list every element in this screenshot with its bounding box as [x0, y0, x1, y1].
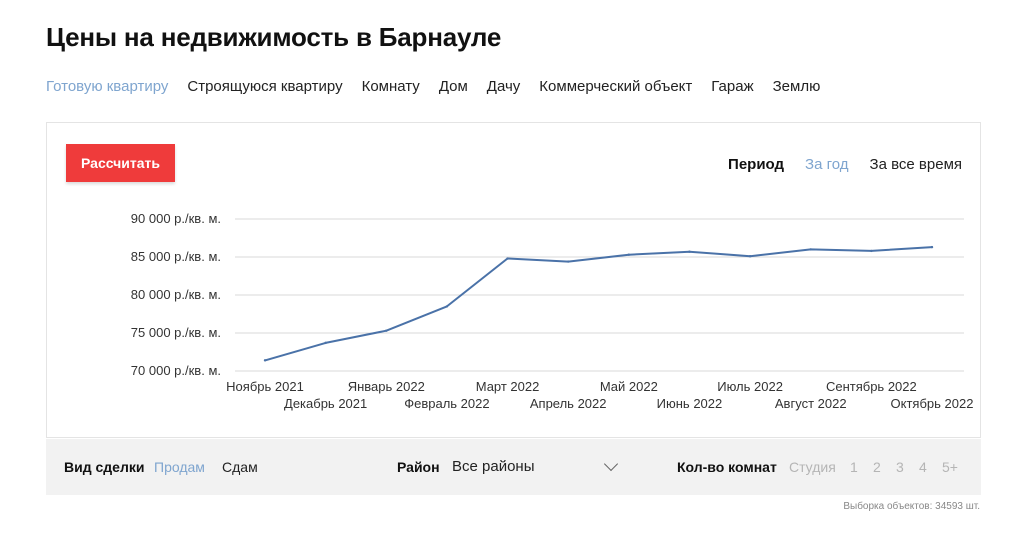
y-tick-label: 75 000 р./кв. м. [131, 325, 221, 340]
tab-room[interactable]: Комнату [361, 78, 420, 95]
y-tick-label: 90 000 р./кв. м. [131, 211, 221, 226]
x-tick-label: Июнь 2022 [657, 396, 723, 411]
x-tick-label: Октябрь 2022 [891, 396, 974, 411]
tab-dacha[interactable]: Дачу [486, 78, 521, 95]
x-tick-label: Январь 2022 [348, 379, 425, 394]
x-tick-label: Ноябрь 2021 [226, 379, 304, 394]
data-point [688, 250, 691, 253]
rooms-option-3[interactable]: 3 [896, 459, 904, 475]
period-option-all-time[interactable]: За все время [869, 156, 962, 173]
page-title: Цены на недвижимость в Барнауле [46, 22, 502, 52]
tab-land[interactable]: Землю [772, 78, 821, 95]
sample-count: Выборка объектов: 34593 шт. [843, 501, 980, 512]
tab-commercial[interactable]: Коммерческий объект [539, 78, 693, 95]
data-point [445, 305, 449, 308]
deal-option-rent[interactable]: Сдам [222, 459, 258, 475]
data-point [627, 253, 631, 256]
filters-bar: Вид сделки Продам Сдам Район Все районы … [46, 439, 981, 495]
y-tick-label: 70 000 р./кв. м. [131, 363, 221, 378]
rooms-option-1[interactable]: 1 [850, 459, 858, 475]
data-point [809, 248, 812, 251]
rooms-option-studio[interactable]: Студия [789, 459, 836, 475]
deal-type-label: Вид сделки [64, 459, 145, 475]
rooms-label: Кол-во комнат [677, 459, 777, 475]
data-point [263, 359, 267, 362]
x-tick-label: Апрель 2022 [530, 396, 607, 411]
data-point [566, 260, 570, 263]
x-tick-label: Август 2022 [775, 396, 847, 411]
period-option-year[interactable]: За год [805, 156, 849, 173]
period-label: Период [728, 156, 785, 173]
x-tick-label: Июль 2022 [717, 379, 783, 394]
deal-option-sell[interactable]: Продам [154, 459, 205, 475]
data-point [748, 255, 752, 258]
tab-new-building[interactable]: Строящуюся квартиру [187, 78, 343, 95]
x-tick-label: Май 2022 [600, 379, 658, 394]
rooms-option-2[interactable]: 2 [873, 459, 881, 475]
calculate-button[interactable]: Рассчитать [66, 144, 175, 182]
property-type-tabs: Готовую квартиру Строящуюся квартиру Ком… [46, 78, 839, 95]
tab-ready-apartment[interactable]: Готовую квартиру [46, 78, 169, 95]
data-point [324, 341, 327, 345]
period-selector: Период За год За все время [728, 156, 962, 173]
chart-panel: Рассчитать Период За год За все время 70… [46, 122, 981, 438]
y-tick-label: 80 000 р./кв. м. [131, 287, 221, 302]
price-series-line [264, 246, 933, 362]
data-point [506, 257, 509, 260]
x-tick-label: Сентябрь 2022 [826, 379, 917, 394]
y-tick-label: 85 000 р./кв. м. [131, 249, 221, 264]
data-point [385, 329, 388, 332]
district-select[interactable]: Все районы [452, 458, 535, 475]
rooms-option-5plus[interactable]: 5+ [942, 459, 958, 475]
rooms-option-4[interactable]: 4 [919, 459, 927, 475]
price-line-chart: 70 000 р./кв. м. 75 000 р./кв. м. 80 000 р… [131, 211, 974, 411]
data-point [930, 245, 934, 249]
x-tick-label: Декабрь 2021 [284, 396, 367, 411]
tab-house[interactable]: Дом [438, 78, 468, 95]
x-tick-label: Март 2022 [476, 379, 540, 394]
tab-garage[interactable]: Гараж [711, 78, 754, 95]
chevron-down-icon[interactable] [603, 456, 619, 472]
x-tick-label: Февраль 2022 [404, 396, 489, 411]
data-point [870, 249, 873, 253]
district-label: Район [397, 459, 440, 475]
